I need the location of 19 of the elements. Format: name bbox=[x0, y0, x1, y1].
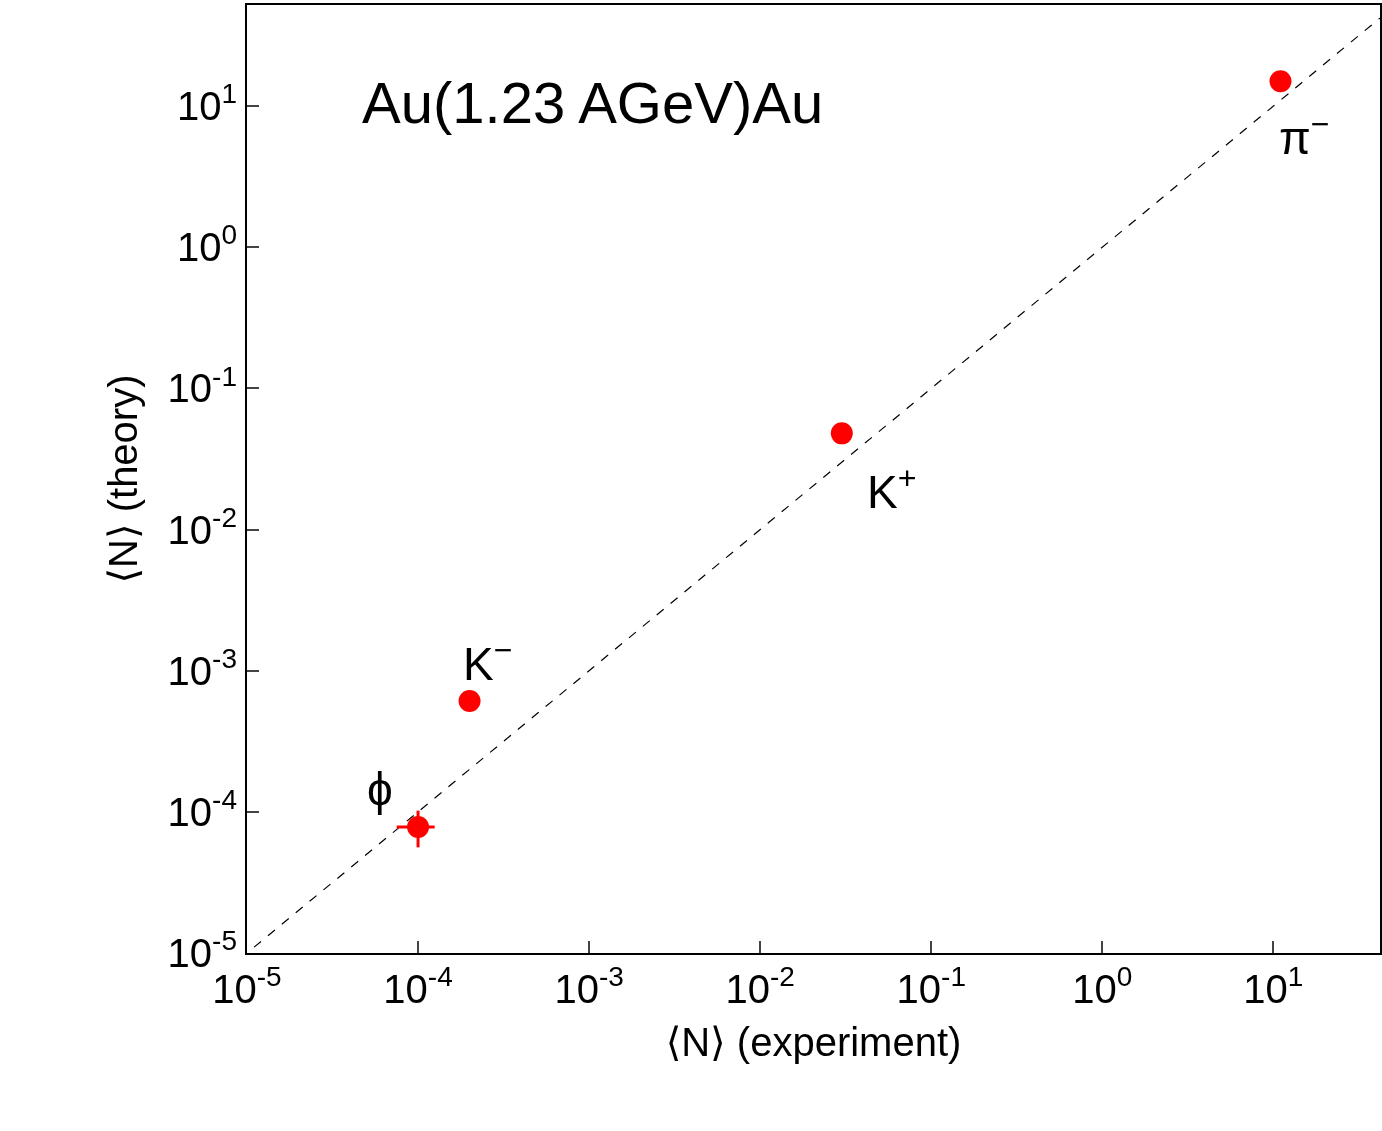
annotation: K$^{+}$ bbox=[867, 460, 917, 519]
x-tick-label: 10$^{-1}$ bbox=[896, 961, 966, 1011]
y-tick-label: 10$^{0}$ bbox=[176, 219, 237, 270]
x-tick-label: 10$^{1}$ bbox=[1243, 961, 1304, 1011]
y-axis-title: ⟨N⟩ (theory) bbox=[100, 374, 145, 584]
y-tick-label: 10$^{1}$ bbox=[176, 78, 237, 129]
y-tick-label: 10$^{-3}$ bbox=[167, 642, 237, 693]
annotation: ϕ bbox=[367, 763, 393, 815]
x-tick-label: 10$^{-4}$ bbox=[383, 961, 453, 1011]
text: Au(1.23 AGeV)Au bbox=[362, 70, 824, 136]
x-tick-label: 10$^{-2}$ bbox=[725, 961, 795, 1011]
annotation: K$^{−}$ bbox=[463, 632, 513, 691]
x-axis-title: ⟨N⟩ (experiment) bbox=[665, 1020, 962, 1064]
annotation: π$^{−}$ bbox=[1279, 106, 1330, 165]
y-tick-label: 10$^{-4}$ bbox=[167, 784, 237, 834]
x-tick-label: 10$^{0}$ bbox=[1072, 961, 1133, 1011]
y-tick-label: 10$^{-1}$ bbox=[167, 360, 237, 411]
y-tick-label: 10$^{-2}$ bbox=[167, 501, 237, 552]
x-tick-label: 10$^{-3}$ bbox=[554, 961, 624, 1011]
